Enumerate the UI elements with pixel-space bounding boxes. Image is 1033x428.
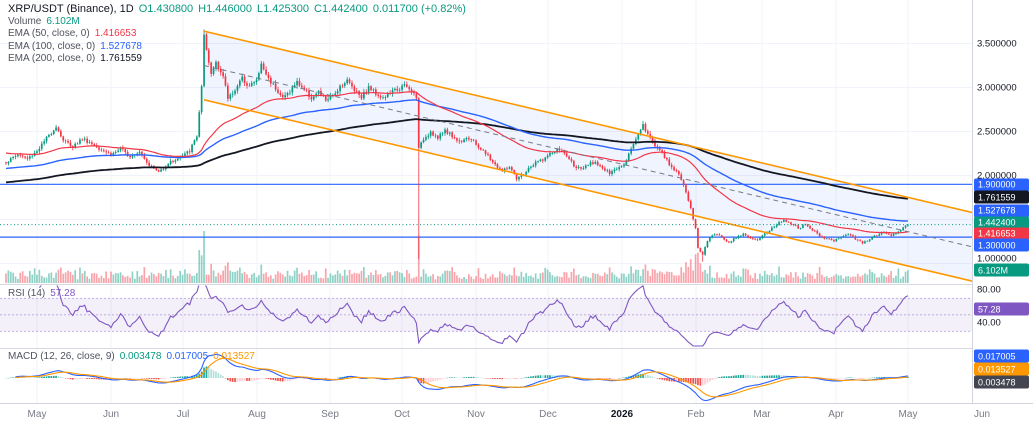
ohlc-open: O1.430800 xyxy=(138,3,194,15)
volume-label: Volume xyxy=(8,15,42,27)
price-axis-badge: 1.416653 xyxy=(974,227,1029,240)
price-axis-badge: 1.761559 xyxy=(974,190,1029,204)
time-axis-month-label: Jun xyxy=(973,409,991,420)
time-axis-month-label: Feb xyxy=(687,409,705,420)
price-axis-tick: 3.500000 xyxy=(977,38,1017,49)
time-axis-month-label: Jul xyxy=(176,409,190,420)
time-axis-month-label: May xyxy=(898,409,918,420)
price-axis-badge: 1.300000 xyxy=(974,238,1029,252)
time-axis-month-label: Dec xyxy=(539,409,557,420)
volume-value: 6.102M xyxy=(46,15,80,27)
price-axis-tick: 2.000000 xyxy=(977,170,1017,181)
rsi-axis-tick: 80.00 xyxy=(977,284,1001,296)
price-axis-badge: 1.527678 xyxy=(974,204,1029,217)
ema100-label: EMA (100, close, 0) xyxy=(8,40,96,52)
ema200-value: 1.761559 xyxy=(100,53,142,64)
time-axis-year-label: 2026 xyxy=(610,409,634,420)
chart-canvas[interactable] xyxy=(0,0,972,403)
macd-hist-value: 0.003478 xyxy=(119,351,162,362)
ema50-label: EMA (50, close, 0) xyxy=(8,28,90,39)
price-axis-badge: 1.900000 xyxy=(974,178,1029,191)
rsi-value: 57.28 xyxy=(50,288,76,299)
ohlc-close: C1.442400 xyxy=(314,3,368,15)
time-scale[interactable]: May Jun Jul Aug Sep Oct Nov Dec 2026 Feb Mar Apr May… xyxy=(0,403,1033,428)
rsi-axis-tick: 40.00 xyxy=(977,317,1001,329)
main-legend: XRP/USDT (Binance), 1D O1.430800 H1.446000… xyxy=(8,3,471,66)
time-axis-month-label: Oct xyxy=(394,409,410,420)
ema200-label: EMA (200, close, 0) xyxy=(8,53,96,64)
symbol-title: XRP/USDT (Binance), 1D xyxy=(8,3,134,15)
price-axis-tick: 2.500000 xyxy=(977,126,1017,137)
price-axis-badge: 6.102M xyxy=(974,263,1029,277)
ema50-legend-row[interactable]: EMA (50, close, 0) 1.416653 xyxy=(8,28,471,41)
ema100-value: 1.527678 xyxy=(100,40,142,52)
rsi-label: RSI (14) xyxy=(8,288,46,299)
time-axis-month-label: Nov xyxy=(467,409,485,420)
macd-label: MACD (12, 26, close, 9) xyxy=(8,351,115,362)
time-axis-month-label: Sep xyxy=(321,409,339,420)
macd-signal-value: 0.013527 xyxy=(213,351,255,362)
price-axis-tick: 3.000000 xyxy=(977,82,1017,93)
ema100-legend-row[interactable]: EMA (100, close, 0) 1.527678 xyxy=(8,41,471,54)
macd-axis-badge: 0.013527 xyxy=(974,362,1029,376)
time-axis-month-label: Mar xyxy=(753,409,771,420)
ema50-value: 1.416653 xyxy=(94,28,137,39)
time-axis-month-label: Apr xyxy=(828,409,844,420)
volume-legend-row[interactable]: Volume 6.102M xyxy=(8,16,471,29)
pane-separator-macd[interactable] xyxy=(0,348,1033,349)
macd-axis-badge: 0.003478 xyxy=(974,375,1029,389)
macd-legend[interactable]: MACD (12, 26, close, 9) 0.003478 0.017005 0… xyxy=(8,351,260,364)
ema200-legend-row[interactable]: EMA (200, close, 0) 1.761559 xyxy=(8,53,471,66)
time-axis-month-label: May xyxy=(27,409,47,420)
time-axis-month-label: Aug xyxy=(248,409,266,420)
macd-line-value: 0.017005 xyxy=(166,351,209,362)
price-axis-tick: 1.000000 xyxy=(977,253,1017,264)
pane-separator-rsi[interactable] xyxy=(0,284,1033,285)
time-axis-month-label: Jun xyxy=(102,409,120,420)
rsi-axis-badge: 57.28 xyxy=(974,302,1029,316)
price-axis-badge: 1.442400 xyxy=(974,216,1029,229)
symbol-legend-row[interactable]: XRP/USDT (Binance), 1D O1.430800 H1.446000… xyxy=(8,3,471,16)
ohlc-high: H1.446000 xyxy=(198,3,252,15)
ohlc-low: L1.425300 xyxy=(257,3,309,15)
macd-axis-badge: 0.017005 xyxy=(974,349,1029,363)
price-scale[interactable]: 3.500000 3.000000 2.500000 2.000000 1.900000… xyxy=(972,0,1033,403)
change-value: 0.011700 (+0.82%) xyxy=(372,3,466,15)
rsi-legend[interactable]: RSI (14) 57.28 xyxy=(8,288,80,301)
